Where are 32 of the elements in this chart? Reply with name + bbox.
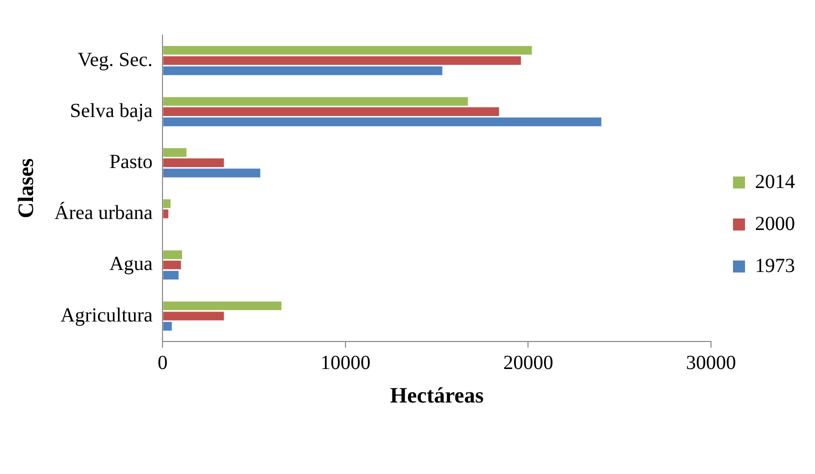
bar [163, 199, 171, 208]
bar [163, 250, 182, 260]
y-tick-label: Agua [109, 253, 153, 276]
y-axis-title: Clases [12, 158, 38, 218]
bar [163, 158, 224, 168]
bar [163, 322, 172, 331]
bar [163, 118, 602, 126]
bar [163, 270, 179, 280]
bar [163, 168, 260, 178]
bar [163, 260, 181, 270]
bar [163, 301, 282, 310]
y-tick-label: Pasto [109, 151, 153, 173]
bar [163, 97, 468, 106]
bar [163, 46, 532, 55]
x-axis-title: Hectáreas [390, 382, 484, 408]
y-tick-label: Veg. Sec. [78, 48, 153, 71]
y-tick-label: Agricultura [60, 304, 153, 326]
y-tick-label: Área urbana [54, 201, 153, 224]
x-tick-label: 20000 [503, 352, 554, 374]
legend-label: 2014 [755, 170, 795, 193]
x-tick-label: 0 [158, 352, 168, 374]
x-tick-label: 30000 [686, 352, 736, 374]
bar [163, 148, 186, 157]
x-tick-label: 10000 [320, 352, 370, 374]
y-tick-label: Selva baja [70, 100, 153, 122]
bar [163, 66, 442, 76]
bar [163, 107, 499, 116]
bar [163, 210, 168, 218]
bar [163, 312, 224, 320]
legend-label: 2000 [755, 212, 795, 235]
bar [163, 56, 521, 65]
legend-label: 1973 [755, 254, 795, 277]
